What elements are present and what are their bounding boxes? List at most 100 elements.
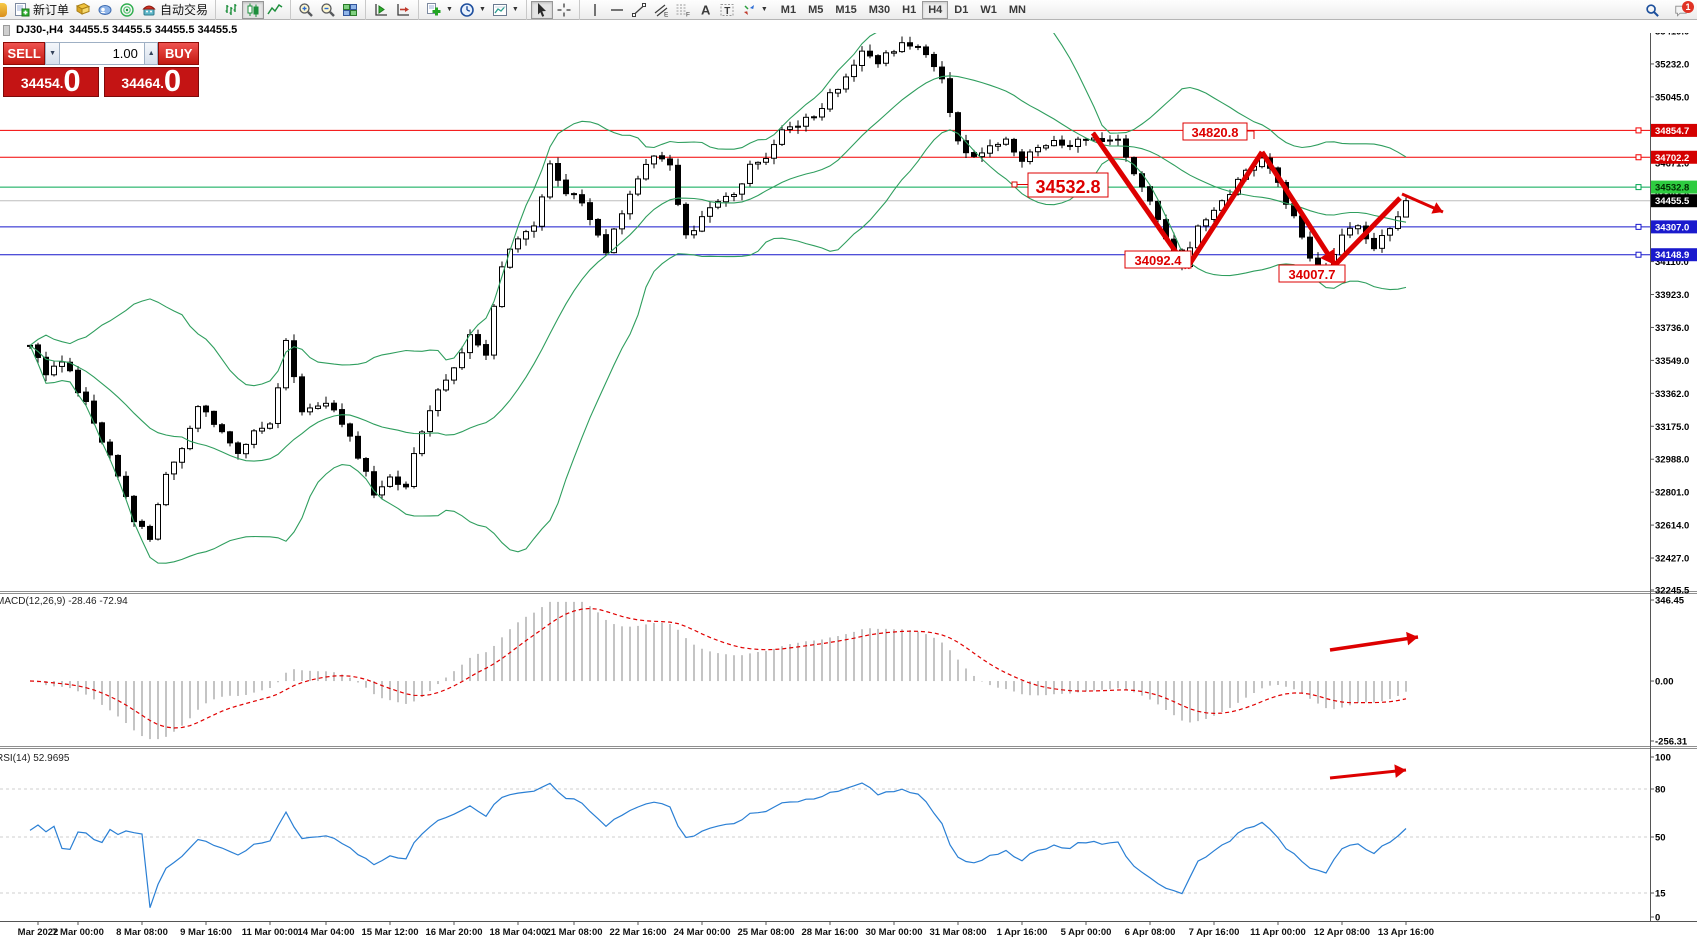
svg-text:34092.4: 34092.4: [1135, 253, 1183, 268]
timeframe-h1-button[interactable]: H1: [902, 3, 917, 16]
svg-text:34307.0: 34307.0: [1655, 222, 1689, 233]
chevron-down-icon[interactable]: ▼: [446, 6, 453, 13]
svg-text:15: 15: [1655, 889, 1666, 900]
buy-button[interactable]: BUY: [158, 42, 199, 65]
chat-button[interactable]: 1: [1671, 1, 1694, 19]
svg-text:8 Mar 08:00: 8 Mar 08:00: [116, 927, 168, 938]
timeframe-d1-button[interactable]: D1: [954, 3, 969, 16]
svg-text:E: E: [664, 11, 669, 18]
buy-price[interactable]: 34464. 0: [103, 65, 199, 97]
svg-text:34110.0: 34110.0: [1655, 257, 1689, 268]
svg-text:11 Mar 00:00: 11 Mar 00:00: [242, 927, 299, 938]
chevron-down-icon[interactable]: ▼: [478, 6, 486, 13]
timeframe-m30-button[interactable]: M30: [868, 3, 891, 16]
volume-input[interactable]: [59, 42, 144, 65]
auto-scroll-icon: [397, 3, 410, 16]
trend-annotations[interactable]: [1090, 131, 1444, 780]
svg-text:35045.0: 35045.0: [1655, 92, 1689, 103]
arrows-button[interactable]: ▼: [738, 1, 771, 19]
svg-text:18 Mar 04:00: 18 Mar 04:00: [489, 927, 546, 938]
svg-text:28 Mar 16:00: 28 Mar 16:00: [801, 927, 858, 938]
vertical-line-button[interactable]: [584, 1, 606, 19]
svg-text:0.00: 0.00: [1655, 677, 1674, 688]
svg-text:32614.0: 32614.0: [1655, 521, 1689, 532]
line-chart-icon: [267, 3, 283, 14]
svg-text:24 Mar 00:00: 24 Mar 00:00: [673, 927, 730, 938]
history-center-button[interactable]: [72, 1, 94, 19]
annotation-connectors: [1011, 130, 1333, 265]
annotation-price-label[interactable]: 34820.8: [1182, 122, 1248, 141]
timeframe-m15-button[interactable]: M15: [835, 3, 857, 16]
cursor-icon: [537, 2, 546, 17]
candle-chart-button[interactable]: [242, 0, 265, 19]
svg-text:-256.31: -256.31: [1655, 737, 1688, 748]
search-button[interactable]: [1642, 1, 1663, 19]
channel-icon: E: [654, 4, 669, 18]
chart-window-icon: [3, 24, 10, 36]
signals-button[interactable]: [116, 1, 138, 19]
timeframe-m5-button[interactable]: M5: [808, 3, 824, 16]
panel-frames: [0, 33, 1697, 922]
text-button[interactable]: A: [694, 1, 716, 19]
channel-button[interactable]: E: [650, 1, 672, 19]
auto-scroll-button[interactable]: [392, 1, 414, 19]
zoom-out-button[interactable]: [317, 1, 339, 19]
svg-text:35232.0: 35232.0: [1655, 59, 1689, 70]
svg-text:0: 0: [1655, 913, 1660, 924]
line-chart-button[interactable]: [264, 1, 286, 19]
timeframe-h4-button[interactable]: H4: [922, 0, 949, 19]
autotrading-button[interactable]: 自动交易: [138, 1, 211, 19]
macd-panel: [29, 601, 1407, 740]
rsi-panel: [0, 782, 1650, 908]
periods-icon: [460, 2, 474, 17]
volume-decrease-button[interactable]: ▼: [45, 42, 60, 65]
annotation-price-label[interactable]: 34532.8: [1027, 172, 1109, 198]
tile-windows-button[interactable]: [339, 1, 361, 19]
svg-text:7 Mar 00:00: 7 Mar 00:00: [52, 927, 104, 938]
svg-text:13 Apr 16:00: 13 Apr 16:00: [1378, 927, 1434, 938]
svg-text:7 Apr 16:00: 7 Apr 16:00: [1189, 927, 1240, 938]
templates-button[interactable]: ▼: [489, 1, 522, 19]
horizontal-line-button[interactable]: [606, 1, 628, 19]
svg-text:33549.0: 33549.0: [1655, 356, 1689, 367]
label-button[interactable]: T: [716, 1, 738, 19]
trendline-button[interactable]: [628, 1, 650, 19]
annotation-price-label[interactable]: 34092.4: [1124, 250, 1192, 269]
annotation-price-label[interactable]: 34007.7: [1278, 264, 1346, 283]
toolbar-group: [215, 0, 288, 20]
svg-text:34820.8: 34820.8: [1192, 125, 1239, 140]
svg-text:25 Mar 08:00: 25 Mar 08:00: [737, 927, 794, 938]
chart-canvas[interactable]: 35419.035232.035045.034858.034671.034484…: [0, 33, 1697, 941]
sell-button[interactable]: SELL: [3, 42, 46, 65]
svg-text:A: A: [701, 2, 711, 17]
candle-chart-icon: [247, 3, 259, 17]
sell-price[interactable]: 34454. 0: [3, 65, 99, 97]
history-center-icon: [75, 2, 91, 15]
timeframe-m1-button[interactable]: M1: [780, 3, 797, 16]
periods-button[interactable]: ▼: [456, 1, 489, 19]
chevron-down-icon[interactable]: ▼: [511, 6, 519, 13]
chart-shift-button[interactable]: [370, 1, 392, 19]
rsi-axis[interactable]: 100 80 50 15 0: [1650, 753, 1671, 924]
timeframe-w1-button[interactable]: W1: [980, 3, 997, 16]
indicators-button[interactable]: ▼: [423, 1, 456, 19]
cursor-button[interactable]: [530, 0, 553, 19]
macd-axis[interactable]: 346.45 0.00 -256.31: [1650, 596, 1688, 748]
svg-text:34455.5: 34455.5: [1655, 196, 1690, 207]
tile-windows-icon: [343, 3, 358, 16]
zoom-in-icon: [299, 2, 313, 17]
zoom-in-button[interactable]: [295, 1, 317, 19]
new-order-button[interactable]: 新订单: [11, 1, 72, 19]
autotrading-icon: [142, 5, 156, 15]
publisher-button[interactable]: [94, 1, 116, 19]
new-order-button-label: 新订单: [33, 3, 70, 17]
fibonacci-button[interactable]: F: [672, 1, 694, 19]
chevron-down-icon[interactable]: ▼: [760, 6, 768, 13]
volume-increase-button[interactable]: ▲: [143, 42, 159, 65]
svg-text:11 Apr 00:00: 11 Apr 00:00: [1250, 927, 1306, 938]
bar-chart-button[interactable]: [220, 1, 242, 19]
crosshair-button[interactable]: [553, 1, 575, 19]
toolbar-group: 新订单 自动交易: [9, 0, 213, 20]
timeframe-mn-button[interactable]: MN: [1008, 3, 1026, 16]
